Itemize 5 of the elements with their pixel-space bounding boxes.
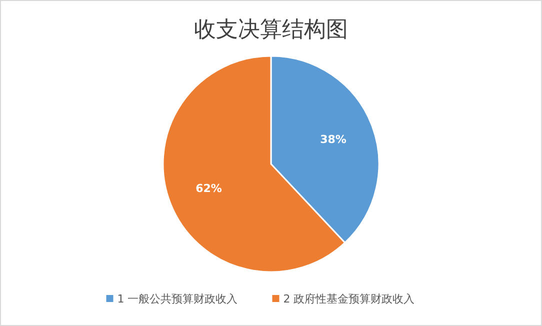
data-label: 62% (196, 182, 222, 196)
data-label: 38% (320, 132, 346, 146)
legend-label: 2 政府性基金预算财政收入 (283, 292, 415, 306)
chart-title: 收支决算结构图 (194, 18, 348, 42)
legend-label: 1 一般公共预算财政收入 (117, 292, 238, 306)
